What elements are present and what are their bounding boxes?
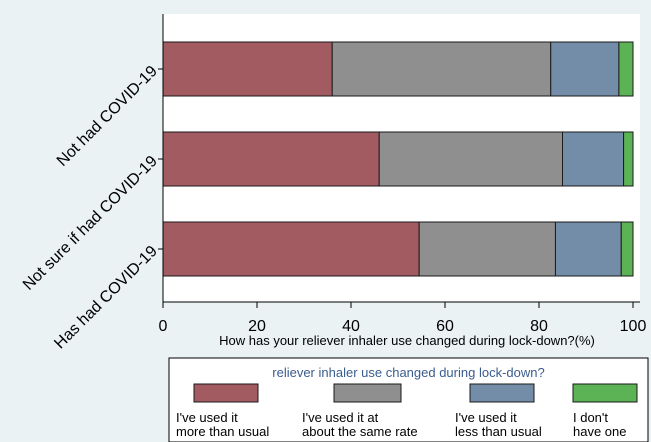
legend-label-2: I've used it at about the same rate: [302, 410, 418, 439]
legend-label-1: I've used it more than usual: [176, 410, 269, 439]
legend-swatch-2: [333, 383, 402, 403]
legend-title: reliever inhaler use changed during lock…: [272, 365, 544, 380]
x-tick-label-5: 80: [530, 318, 548, 335]
x-tick-label-3: 40: [342, 318, 360, 335]
x-tick-label-2: 20: [248, 318, 266, 335]
x-tick-label-4: 60: [436, 318, 454, 335]
bar-3-series-1: [162, 221, 420, 277]
bar-1-series-3: [550, 41, 620, 97]
legend-swatch-3: [469, 383, 535, 403]
legend: reliever inhaler use changed during lock…: [168, 357, 649, 442]
legend-box: [168, 357, 649, 442]
bar-2-series-2: [378, 131, 564, 187]
bar-2-series-1: [162, 131, 380, 187]
bar-2-series-4: [623, 131, 634, 187]
bar-3-series-2: [418, 221, 556, 277]
x-axis-title: How has your reliever inhaler use change…: [219, 333, 595, 348]
legend-swatch-1: [193, 383, 259, 403]
legend-swatch-4: [572, 383, 638, 403]
bar-1-series-4: [618, 41, 634, 97]
bar-1-series-1: [162, 41, 333, 97]
bar-3-series-3: [554, 221, 622, 277]
bars-layer: [162, 41, 634, 277]
bar-3-series-4: [620, 221, 634, 277]
x-tick-label-6: 100: [620, 318, 647, 335]
bar-2-series-3: [562, 131, 625, 187]
legend-label-4: I don't have one: [573, 410, 627, 439]
bar-1-series-2: [331, 41, 552, 97]
x-tick-label-1: 0: [159, 318, 168, 335]
legend-label-3: I've used it less than usual: [455, 410, 542, 439]
axis-layer: 0 20 40 60 80 100: [158, 14, 646, 335]
